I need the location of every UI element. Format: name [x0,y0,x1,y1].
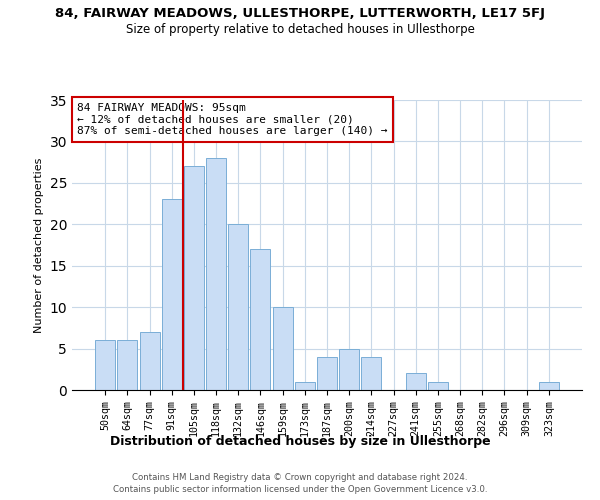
Text: 84 FAIRWAY MEADOWS: 95sqm
← 12% of detached houses are smaller (20)
87% of semi-: 84 FAIRWAY MEADOWS: 95sqm ← 12% of detac… [77,103,388,136]
Bar [272,307,293,390]
Text: Size of property relative to detached houses in Ullesthorpe: Size of property relative to detached ho… [125,22,475,36]
Text: Contains public sector information licensed under the Open Government Licence v3: Contains public sector information licen… [113,485,487,494]
Bar [339,348,359,390]
Y-axis label: Number of detached properties: Number of detached properties [34,158,44,332]
Bar [206,158,226,390]
Bar [140,332,160,390]
Bar [184,166,204,390]
Bar [162,200,182,390]
Bar [539,382,559,390]
Bar [95,340,115,390]
Bar [361,357,382,390]
Text: Contains HM Land Registry data © Crown copyright and database right 2024.: Contains HM Land Registry data © Crown c… [132,472,468,482]
Bar [406,374,426,390]
Bar [250,249,271,390]
Bar [295,382,315,390]
Bar [317,357,337,390]
Bar [428,382,448,390]
Text: Distribution of detached houses by size in Ullesthorpe: Distribution of detached houses by size … [110,435,490,448]
Bar [118,340,137,390]
Bar [228,224,248,390]
Text: 84, FAIRWAY MEADOWS, ULLESTHORPE, LUTTERWORTH, LE17 5FJ: 84, FAIRWAY MEADOWS, ULLESTHORPE, LUTTER… [55,8,545,20]
